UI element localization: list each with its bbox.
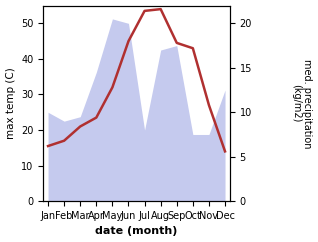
Y-axis label: med. precipitation
(kg/m2): med. precipitation (kg/m2): [291, 59, 313, 148]
Y-axis label: max temp (C): max temp (C): [5, 68, 16, 139]
X-axis label: date (month): date (month): [95, 227, 178, 236]
